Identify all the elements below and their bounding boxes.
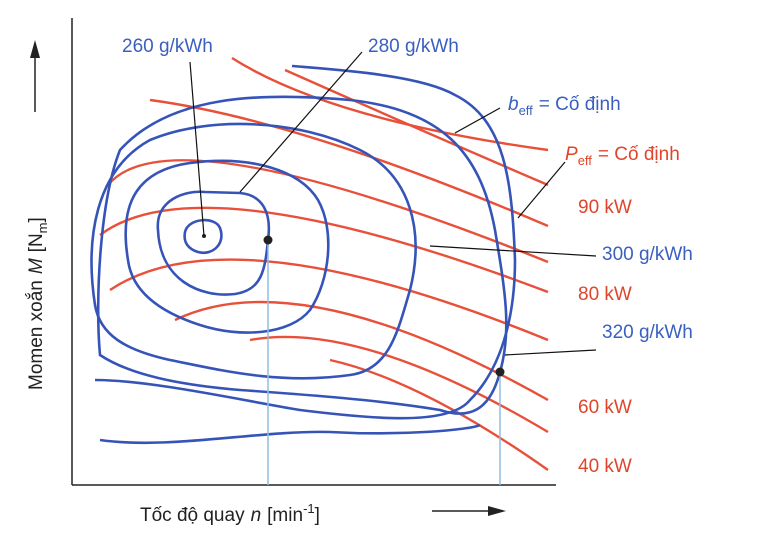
leader-line — [429, 245, 597, 257]
y-unit-sub: m — [35, 222, 50, 233]
consumption-label: 280 g/kWh — [368, 36, 459, 57]
b-legend: beff = Cố định — [508, 94, 621, 118]
contour — [124, 159, 330, 334]
power-curve — [109, 258, 549, 342]
b-symbol: b — [508, 94, 519, 115]
y-arrow-head — [30, 40, 40, 58]
y-name: Momen xoắn — [25, 280, 47, 390]
y-unit-close: ] — [26, 217, 47, 222]
b-text: = Cố định — [539, 94, 621, 115]
power-curve — [99, 206, 549, 294]
leader-line — [517, 161, 566, 219]
consumption-label: 320 g/kWh — [602, 322, 693, 343]
p-legend: Peff = Cố định — [565, 144, 680, 168]
power-curve — [231, 56, 549, 152]
y-symbol: M — [26, 258, 47, 274]
leader-line — [189, 61, 205, 237]
p-symbol: P — [565, 144, 578, 165]
operating-point — [263, 235, 273, 245]
y-axis-title: Momen xoắn M [Nm] — [25, 217, 50, 390]
power-curve — [107, 159, 549, 264]
x-name: Tốc độ quay — [140, 505, 245, 526]
leader-line — [239, 51, 363, 193]
x-unit-open: [min — [267, 505, 303, 526]
power-curve — [329, 358, 549, 471]
y-unit-open: [N — [26, 233, 47, 252]
b-sub: eff — [519, 103, 534, 118]
power-curve — [284, 68, 549, 187]
contour — [99, 423, 481, 445]
power-label: 90 kW — [578, 197, 632, 218]
power-label: 80 kW — [578, 284, 632, 305]
p-sub: eff — [578, 153, 593, 168]
consumption-label: 300 g/kWh — [602, 244, 693, 265]
x-axis-title: Tốc độ quay n [min-1] — [140, 501, 320, 526]
x-arrow-head — [488, 506, 506, 516]
power-label: 40 kW — [578, 456, 632, 477]
consumption-label: 260 g/kWh — [122, 36, 213, 57]
contour — [183, 218, 223, 255]
power-curve — [174, 300, 549, 402]
x-unit-close: ] — [315, 505, 320, 526]
leader-line — [454, 107, 501, 134]
consumption-contours — [90, 64, 517, 445]
x-symbol: n — [251, 505, 262, 526]
p-text: = Cố định — [598, 144, 680, 165]
contour — [96, 95, 508, 415]
x-unit-sup: -1 — [303, 501, 315, 516]
contour — [94, 64, 517, 420]
leader-line — [504, 349, 597, 356]
power-label: 60 kW — [578, 397, 632, 418]
operating-point — [495, 367, 505, 377]
contour — [90, 122, 417, 380]
